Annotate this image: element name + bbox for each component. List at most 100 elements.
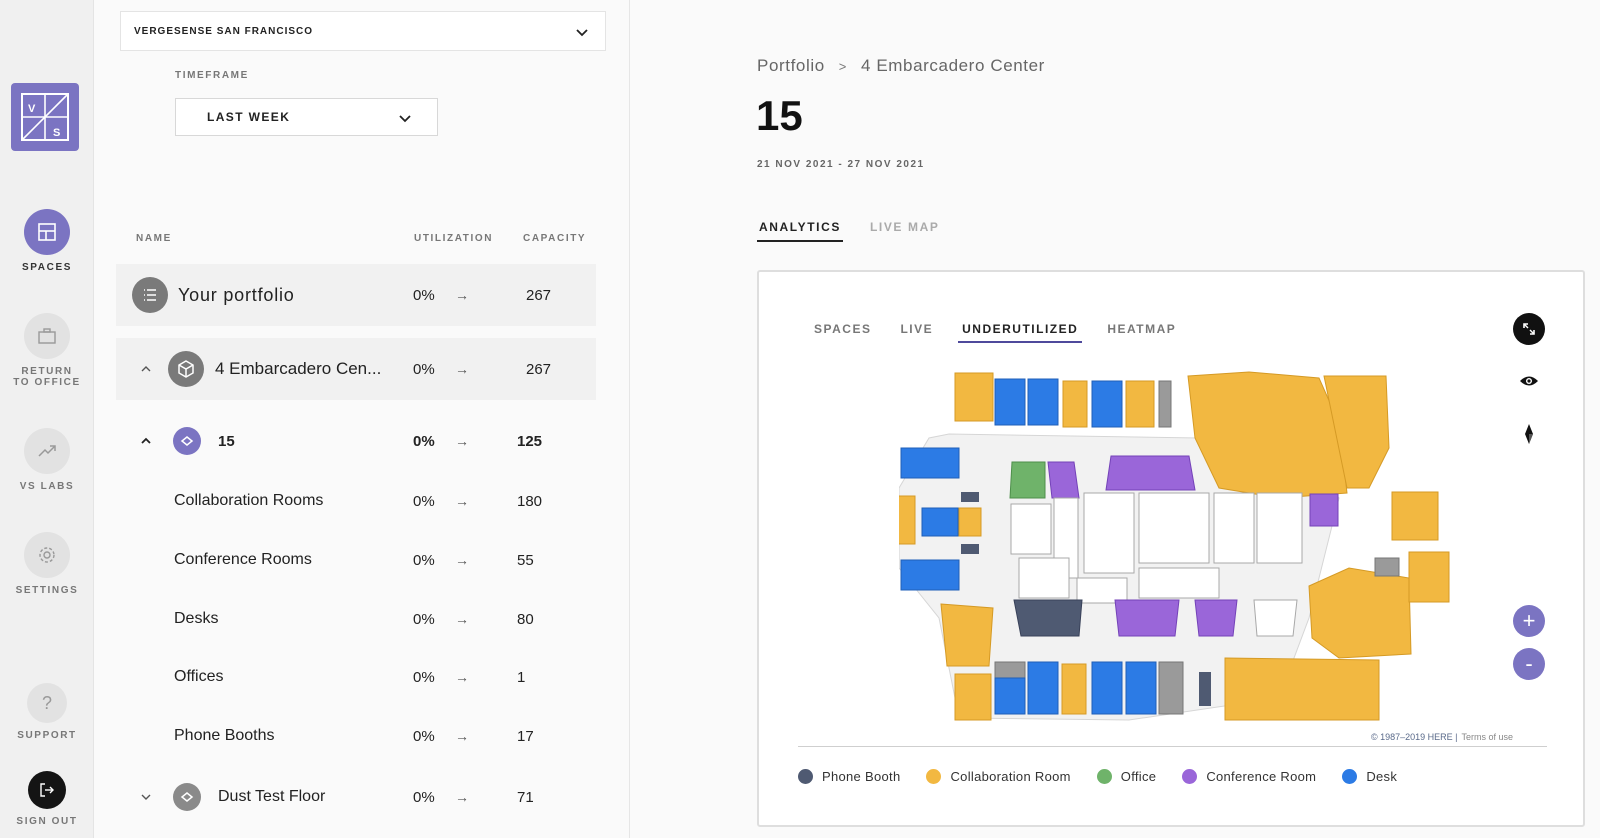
floor-map-card: SPACES LIVE UNDERUTILIZED HEATMAP + - (757, 270, 1585, 827)
legend-swatch-conference-room (1182, 769, 1198, 784)
chevron-down-icon (576, 29, 588, 37)
list-item-floor-15[interactable]: 15 0% → 125 (116, 410, 596, 472)
arrow-right-icon: → (455, 433, 469, 449)
column-header-utilization: UTILIZATION (414, 233, 494, 244)
nav-item-sign-out[interactable]: SIGN OUT (0, 771, 94, 827)
row-utilization: 0% (413, 432, 435, 450)
legend-label: Office (1120, 769, 1157, 784)
legend-swatch-phone-booth (798, 769, 813, 784)
row-name: Phone Booths (174, 727, 275, 744)
vergesense-logo[interactable]: V S (11, 83, 79, 151)
logo-letter-v: V (28, 103, 36, 115)
row-name: 4 Embarcadero Cen... (215, 359, 382, 378)
arrow-right-icon: → (455, 728, 469, 744)
attribution-text: © 1987–2019 HERE | (1371, 732, 1458, 742)
row-capacity: 80 (517, 610, 534, 628)
row-capacity: 267 (526, 286, 552, 304)
row-name: Conference Rooms (174, 551, 312, 568)
arrow-right-icon: → (455, 789, 469, 805)
map-tab-heatmap[interactable]: HEATMAP (1107, 322, 1177, 336)
row-name: Desks (174, 610, 219, 627)
legend-label: Conference Room (1206, 769, 1317, 784)
row-capacity: 1 (517, 668, 526, 686)
site-select-value: VERGESENSE SAN FRANCISCO (134, 25, 314, 37)
map-legend: Phone Booth Collaboration Room Office Co… (798, 769, 1397, 784)
list-item-conference-rooms[interactable]: Conference Rooms 0% → 55 (116, 529, 596, 591)
arrow-right-icon: → (455, 361, 469, 377)
map-tabs: SPACES LIVE UNDERUTILIZED HEATMAP (810, 320, 1180, 343)
list-item-offices[interactable]: Offices 0% → 1 (116, 646, 596, 708)
tab-analytics[interactable]: ANALYTICS (757, 217, 843, 242)
compass-button[interactable] (1513, 418, 1545, 450)
legend-swatch-office (1096, 769, 1112, 784)
nav-item-support[interactable]: ? SUPPORT (0, 683, 94, 741)
terms-of-use-link[interactable]: Terms of use (1461, 732, 1514, 742)
list-item-dust-test-floor[interactable]: Dust Test Floor 0% → 71 (116, 766, 596, 828)
map-tab-live[interactable]: LIVE (900, 322, 934, 336)
chevron-down-icon (399, 115, 411, 123)
row-utilization: 0% (413, 668, 435, 686)
nav-item-spaces[interactable]: SPACES (0, 209, 94, 273)
arrow-right-icon: → (455, 611, 469, 627)
floor-layer-icon (173, 427, 201, 455)
row-capacity: 180 (517, 492, 543, 510)
legend-label: Phone Booth (822, 769, 901, 784)
legend-label: Desk (1366, 769, 1398, 784)
nav-item-return-to-office[interactable]: RETURN TO OFFICE (0, 313, 94, 388)
map-attribution: © 1987–2019 HERE | Terms of use (1371, 732, 1513, 742)
layout-icon (24, 209, 70, 255)
timeframe-label: TIMEFRAME (175, 70, 249, 81)
map-tab-spaces[interactable]: SPACES (814, 322, 872, 336)
chevron-up-icon[interactable] (137, 360, 155, 378)
zoom-out-button[interactable]: - (1513, 648, 1545, 680)
arrow-right-icon: → (455, 552, 469, 568)
row-capacity: 267 (526, 360, 552, 378)
fullscreen-button[interactable] (1513, 313, 1545, 345)
compass-icon (1525, 424, 1533, 444)
row-utilization: 0% (413, 727, 435, 745)
list-item-collaboration-rooms[interactable]: Collaboration Rooms 0% → 180 (116, 470, 596, 532)
row-name: Offices (174, 668, 224, 685)
list-item-desks[interactable]: Desks 0% → 80 (116, 588, 596, 650)
list-icon (132, 277, 168, 313)
legend-item: Office (1096, 769, 1157, 784)
row-utilization: 0% (413, 492, 435, 510)
legend-item: Phone Booth (798, 769, 900, 784)
breadcrumb-current[interactable]: 4 Embarcadero Center (860, 56, 1045, 75)
list-item-building[interactable]: 4 Embarcadero Cen... 0% → 267 (116, 338, 596, 400)
row-name: Your portfolio (178, 284, 295, 305)
floor-plan-map[interactable] (899, 368, 1459, 728)
row-utilization: 0% (413, 610, 435, 628)
floor-layer-icon (173, 783, 201, 811)
row-name: Collaboration Rooms (174, 492, 324, 509)
timeframe-value: LAST WEEK (207, 110, 291, 124)
nav-item-settings[interactable]: SETTINGS (0, 532, 94, 596)
row-capacity: 55 (517, 551, 534, 569)
column-header-capacity: CAPACITY (523, 233, 587, 244)
gear-icon (24, 532, 70, 578)
legend-swatch-desk (1342, 769, 1358, 784)
zoom-in-button[interactable]: + (1513, 605, 1545, 637)
timeframe-select[interactable]: LAST WEEK (175, 98, 438, 136)
chevron-up-icon[interactable] (137, 432, 155, 450)
nav-rail: V S SPACES RETURN TO OFFICE VS LABS SETT… (0, 0, 94, 838)
row-utilization: 0% (413, 788, 435, 806)
list-item-portfolio[interactable]: Your portfolio 0% → 267 (116, 264, 596, 326)
arrow-right-icon: → (455, 493, 469, 509)
column-header-name: NAME (136, 233, 172, 244)
site-select[interactable]: VERGESENSE SAN FRANCISCO (120, 11, 606, 51)
logo-icon: V S (21, 93, 69, 141)
tab-live-map[interactable]: LIVE MAP (869, 220, 940, 234)
chevron-down-icon[interactable] (137, 788, 155, 806)
legend-item: Collaboration Room (926, 769, 1070, 784)
map-tab-underutilized[interactable]: UNDERUTILIZED (958, 320, 1083, 343)
legend-item: Conference Room (1182, 769, 1316, 784)
row-name: Dust Test Floor (218, 788, 326, 805)
visibility-button[interactable] (1513, 365, 1545, 397)
list-item-phone-booths[interactable]: Phone Booths 0% → 17 (116, 705, 596, 767)
legend-item: Desk (1342, 769, 1397, 784)
nav-item-vs-labs[interactable]: VS LABS (0, 428, 94, 492)
breadcrumb-portfolio[interactable]: Portfolio (757, 56, 825, 75)
row-capacity: 17 (517, 727, 534, 745)
logo-letter-s: S (53, 127, 60, 139)
